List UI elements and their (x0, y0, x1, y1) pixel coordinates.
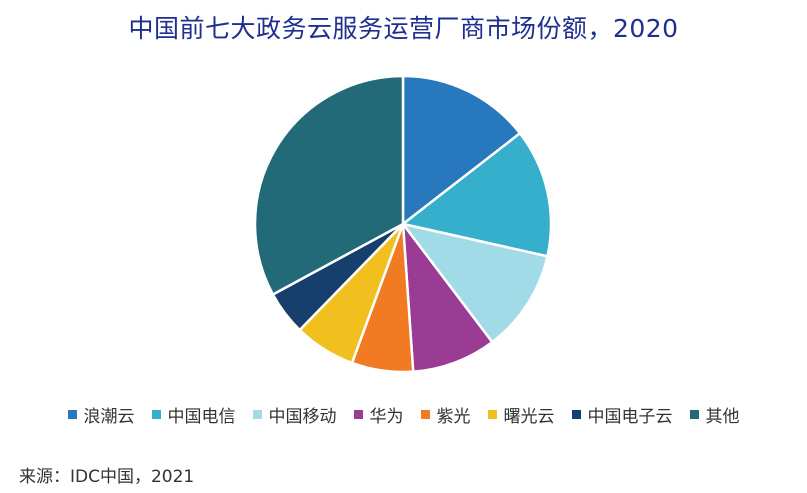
pie-slice (401, 74, 522, 226)
legend-swatch-icon (571, 410, 581, 419)
legend-swatch-icon (487, 410, 497, 419)
legend-item: 浪潮云 (67, 402, 135, 427)
legend-item: 紫光 (420, 402, 471, 427)
legend-swatch-icon (353, 410, 363, 419)
legend-label: 紫光 (436, 407, 471, 427)
legend-item: 中国移动 (252, 402, 337, 427)
legend-swatch-icon (420, 410, 430, 419)
legend-label: 浪潮云 (83, 407, 135, 427)
legend-label: 中国电子云 (587, 407, 673, 427)
legend-swatch-icon (689, 410, 699, 419)
legend-swatch-icon (67, 410, 77, 419)
legend-item: 曙光云 (487, 402, 555, 427)
source-note: 来源：IDC中国，2021 (19, 467, 195, 487)
legend-swatch-icon (151, 410, 161, 419)
legend-label: 中国移动 (268, 407, 337, 427)
legend-swatch-icon (252, 410, 262, 419)
legend: 浪潮云 中国电信 中国移动 华为 紫光 曙光云 中国电子云 其他 (0, 402, 807, 427)
pie-slice (401, 132, 553, 258)
legend-label: 其他 (705, 407, 740, 427)
pie-slice (253, 74, 405, 296)
legend-item: 中国电信 (151, 402, 236, 427)
legend-label: 中国电信 (167, 407, 236, 427)
legend-label: 曙光云 (503, 407, 555, 427)
pie-chart (253, 74, 553, 374)
legend-item: 其他 (689, 402, 740, 427)
chart-title: 中国前七大政务云服务运营厂商市场份额，2020 (128, 14, 679, 43)
pie-slice (401, 222, 494, 373)
legend-label: 华为 (369, 407, 404, 427)
pie-slice (401, 222, 549, 344)
legend-item: 中国电子云 (571, 402, 673, 427)
legend-item: 华为 (353, 402, 404, 427)
